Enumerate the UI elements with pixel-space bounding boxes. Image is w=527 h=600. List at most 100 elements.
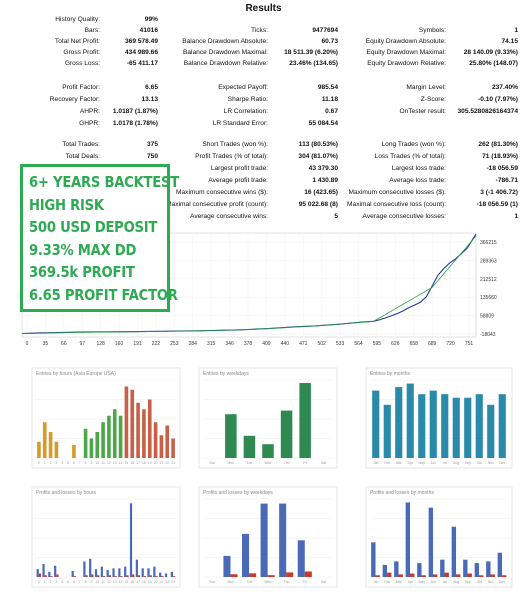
profit-bar (463, 559, 468, 577)
profit-factor-value: 6.65 (145, 84, 158, 91)
total-deals-value: 750 (146, 153, 158, 160)
balance-dd-max-value: 18 511.39 (6.20%) (284, 49, 338, 56)
profit-bar (71, 570, 74, 577)
history-quality-value: 99% (144, 16, 158, 23)
x-tick-label: 284 (189, 341, 198, 347)
profit-bar (170, 571, 173, 577)
x-tick-label: Aug (453, 580, 459, 584)
profit-bar (451, 526, 457, 577)
stats-row: Bars: 41016 Ticks: 9477694 Symbols: 1 (0, 27, 527, 36)
stats-row: Total Deals: 750 Profit Trades (% of tot… (0, 153, 527, 162)
stats-row: GHPR: 1.0178 (1.78%) LR Standard Error: … (0, 120, 527, 129)
x-tick-label: 7 (79, 461, 81, 465)
loss-bar (398, 574, 403, 577)
bar-chart-frame (31, 367, 181, 469)
profit-bar (382, 564, 388, 577)
loss-trades-value: 71 (18.93%) (482, 153, 518, 160)
entries-bar (118, 415, 123, 458)
loss-bar (120, 576, 123, 577)
x-tick-label: Oct (477, 461, 482, 465)
entries-bar (165, 425, 170, 458)
history-quality-label: History Quality: (55, 16, 100, 23)
profit-bar (405, 502, 411, 577)
equity-dd-max-value: 28 140.09 (9.33%) (463, 49, 518, 56)
x-tick-label: 253 (170, 341, 179, 347)
x-tick-label: 97 (79, 341, 85, 347)
total-trades-label: Total Trades: (62, 141, 100, 148)
profit-bar (42, 564, 45, 577)
total-net-profit-value: 369 578.49 (124, 38, 158, 45)
x-tick-label: Mon (228, 580, 235, 584)
stats-row: History Quality: 99% (0, 16, 527, 25)
x-tick-label: Wed (265, 461, 272, 465)
x-tick-label: 6 (73, 580, 75, 584)
loss-bar (161, 576, 164, 577)
x-tick-label: 315 (207, 341, 216, 347)
loss-bar (172, 576, 176, 577)
x-tick-label: 471 (299, 341, 308, 347)
recovery-factor-value: 13.13 (141, 96, 158, 103)
equity-dd-max-label: Equity Drawdown Maximal: (366, 49, 446, 56)
x-tick-label: Sep (465, 580, 471, 584)
loss-bar (230, 574, 238, 577)
stats-row: Largest profit trade: 43 379.30 Largest … (0, 165, 527, 174)
x-tick-label: Sun (209, 580, 215, 584)
loss-bar (91, 574, 94, 577)
x-tick-label: 12 (107, 580, 111, 584)
symbols-value: 1 (514, 27, 518, 34)
avg-consec-losses-value: 1 (514, 213, 518, 220)
entries-bar (225, 414, 237, 458)
x-tick-label: 66 (61, 341, 67, 347)
maximal-consec-profit-value: 95 022.68 (8) (298, 201, 338, 208)
x-tick-label: Sep (465, 461, 471, 465)
equity-line (21, 235, 477, 335)
max-consec-wins-label: Maximum consecutive wins ($): (176, 189, 268, 196)
equity-dd-abs-label: Equity Drawdown Absolute: (365, 38, 446, 45)
stats-row: Total Trades: 375 Short Trades (won %): … (0, 141, 527, 150)
x-tick-label: 2 (50, 461, 52, 465)
profit-bar (279, 503, 287, 577)
ticks-value: 9477694 (312, 27, 338, 34)
promo-line: 369.5k PROFIT (29, 263, 135, 281)
largest-profit-label: Largest profit trade: (210, 165, 268, 172)
balance-dd-rel-value: 23.46% (134.65) (289, 60, 338, 67)
profit-trades-value: 304 (81.07%) (298, 153, 338, 160)
x-tick-label: Thu (284, 461, 290, 465)
x-tick-label: Jan (373, 580, 379, 584)
gross-profit-value: 434 989.66 (124, 49, 158, 56)
x-tick-label: Jun (431, 580, 437, 584)
entries-bar (475, 394, 483, 458)
entries-bar (498, 394, 506, 458)
x-tick-label: Mar (396, 461, 403, 465)
maximal-consec-loss-value: -18 056.59 (1) (476, 201, 518, 208)
profit-bar (54, 565, 57, 577)
profit-bar (83, 561, 86, 577)
stats-row: AHPR: 1.0187 (1.87%) LR Correlation: 0.6… (0, 108, 527, 117)
largest-profit-value: 43 379.30 (308, 165, 338, 172)
entries-bar (89, 438, 94, 458)
max-consec-wins-value: 16 (423.65) (304, 189, 338, 196)
entries-bar (159, 435, 164, 458)
maximal-consec-profit-label: Maximal consecutive profit (count): (166, 201, 268, 208)
avg-loss-value: -786.71 (495, 177, 518, 184)
x-tick-label: 128 (96, 341, 105, 347)
y-tick-label: 135660 (480, 295, 497, 301)
entries-bar (147, 399, 152, 458)
x-tick-label: 10 (95, 580, 99, 584)
profit-bar (394, 561, 399, 577)
profit-bar (112, 568, 115, 577)
x-tick-label: 14 (119, 580, 123, 584)
x-tick-label: 13 (113, 580, 117, 584)
loss-bar (467, 573, 472, 577)
x-tick-label: 0 (38, 461, 40, 465)
profit-bar (164, 573, 168, 577)
sharpe-ratio-value: 11.18 (321, 96, 338, 103)
entries-bar (54, 441, 59, 458)
stats-row: Maximal consecutive profit (count): 95 0… (0, 201, 527, 210)
balance-dd-rel-label: Balance Drawdown Relative: (183, 60, 268, 67)
x-tick-label: Fri (303, 461, 307, 465)
x-tick-label: 7 (79, 580, 81, 584)
gross-loss-value: -65 411.17 (126, 60, 158, 67)
entries-bar (383, 404, 391, 458)
x-tick-label: Nov (488, 461, 494, 465)
